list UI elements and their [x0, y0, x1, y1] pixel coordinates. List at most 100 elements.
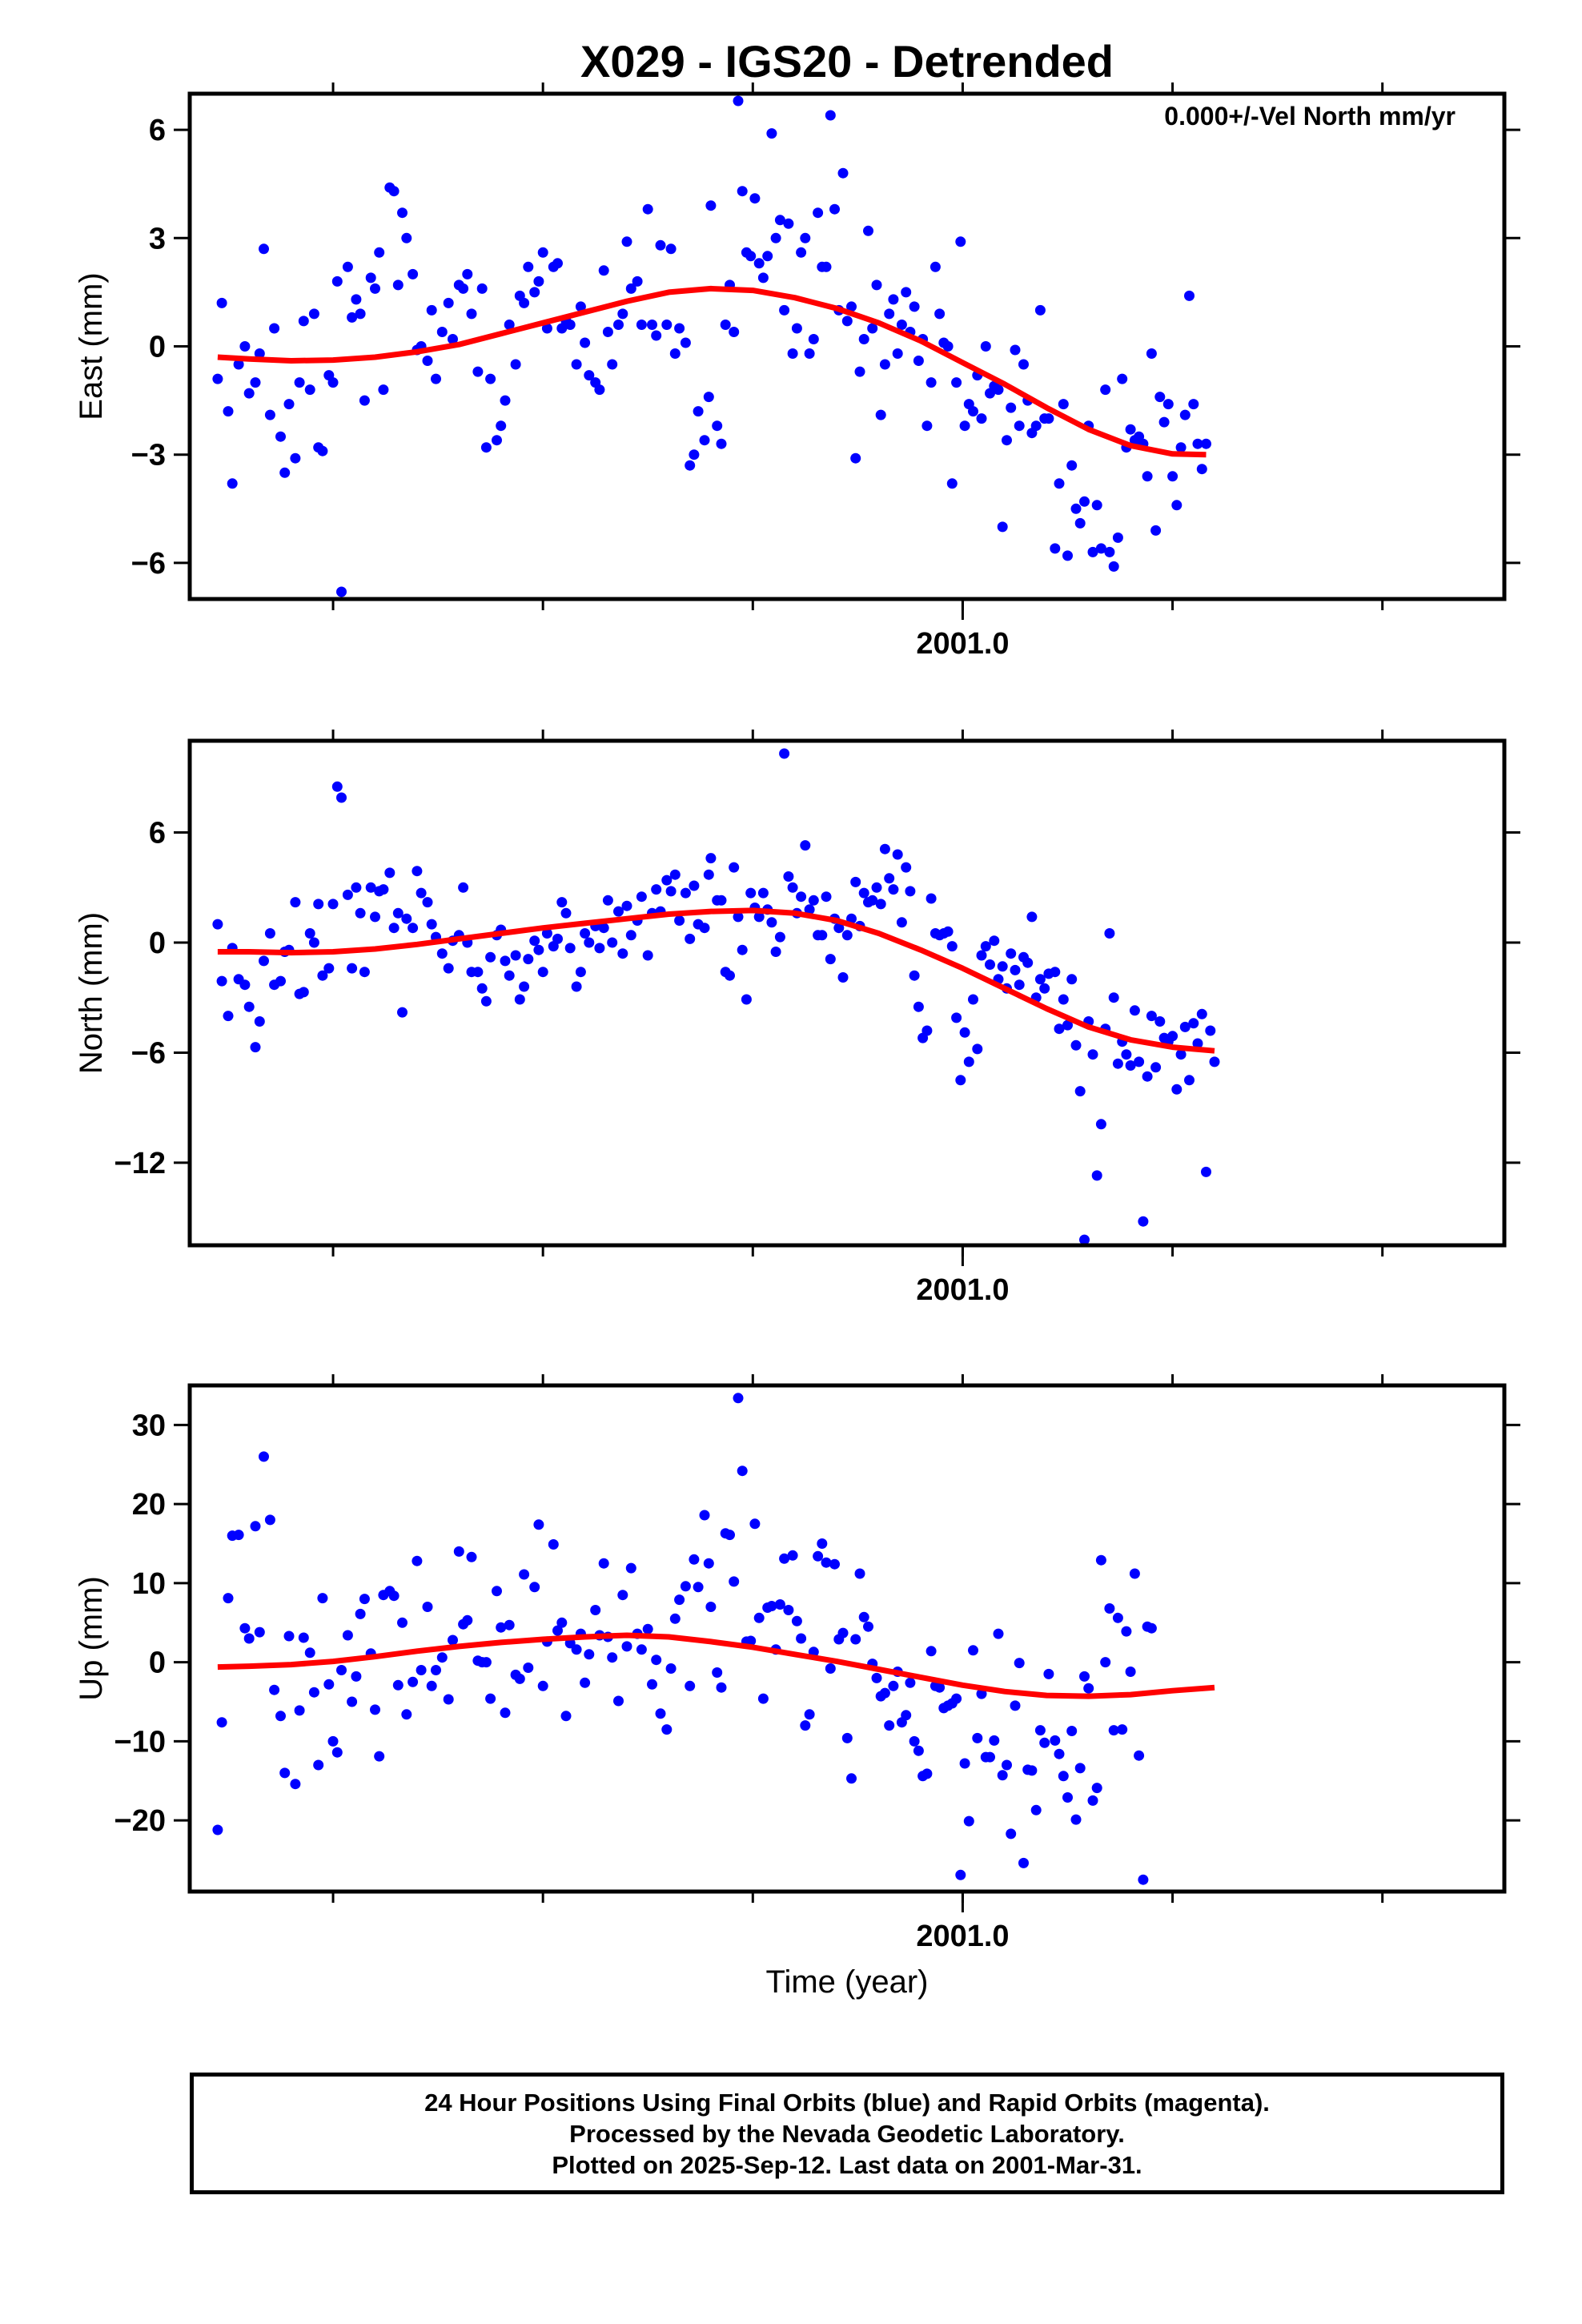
north-point — [412, 866, 423, 877]
north-point — [946, 941, 958, 952]
east-point — [800, 232, 811, 243]
east-point — [458, 283, 469, 294]
north-point — [355, 907, 366, 919]
up-point — [1054, 1748, 1065, 1759]
up-point — [397, 1617, 408, 1628]
east-point — [841, 316, 853, 327]
east-point — [308, 308, 319, 320]
north-point — [1108, 992, 1119, 1003]
north-point — [1138, 1216, 1149, 1227]
east-point — [642, 203, 653, 215]
north-point — [365, 882, 376, 893]
north-point — [804, 904, 815, 915]
east-point — [1179, 409, 1191, 420]
north-point — [901, 862, 912, 873]
east-point — [1154, 392, 1166, 403]
up-point — [685, 1680, 696, 1691]
up-point — [1034, 1725, 1046, 1736]
north-point — [584, 937, 595, 948]
up-point — [963, 1815, 974, 1827]
up-point — [968, 1645, 978, 1656]
east-ytick-label: 6 — [149, 114, 166, 147]
up-point — [737, 1466, 748, 1477]
east-point — [716, 438, 727, 449]
east-point — [636, 320, 647, 330]
east-point — [250, 377, 261, 388]
north-point — [766, 917, 777, 928]
north-point — [896, 917, 907, 928]
east-point — [745, 251, 757, 262]
north-point — [384, 867, 396, 879]
north-point — [436, 948, 448, 959]
east-point — [613, 320, 624, 330]
north-point — [942, 926, 954, 937]
north-point — [472, 967, 484, 978]
east-point — [365, 272, 376, 283]
up-point — [584, 1649, 595, 1660]
up-point — [313, 1759, 324, 1771]
north-point — [426, 919, 437, 930]
east-point — [496, 420, 507, 432]
north-point — [617, 948, 628, 959]
north-point — [239, 979, 251, 991]
north-point — [1074, 1086, 1086, 1097]
north-point — [1112, 1058, 1123, 1069]
up-point — [492, 1586, 502, 1597]
north-point — [1167, 1031, 1178, 1042]
east-point — [443, 297, 454, 308]
east-point — [647, 320, 657, 330]
east-point — [753, 258, 765, 269]
up-point — [239, 1622, 251, 1634]
east-point — [766, 128, 777, 139]
north-point — [422, 897, 433, 908]
east-point — [665, 243, 677, 255]
east-point — [930, 261, 941, 272]
east-point — [388, 186, 400, 197]
north-point — [959, 1027, 970, 1038]
up-point — [370, 1704, 380, 1715]
east-point — [431, 373, 441, 384]
up-point — [951, 1693, 962, 1704]
east-point — [821, 261, 832, 272]
up-ytick-label: 20 — [132, 1488, 166, 1522]
up-point — [665, 1663, 677, 1674]
north-point — [216, 975, 227, 987]
up-point — [813, 1550, 824, 1562]
up-point — [985, 1751, 995, 1763]
up-ytick-label: −20 — [114, 1804, 166, 1838]
east-point — [846, 301, 857, 312]
north-point — [504, 970, 515, 981]
north-point — [223, 1011, 234, 1022]
up-point — [304, 1647, 315, 1659]
east-frame — [187, 91, 1507, 601]
north-point — [825, 954, 836, 965]
up-point — [655, 1708, 666, 1719]
east-point — [779, 304, 790, 316]
north-point — [621, 900, 632, 911]
north-point — [259, 955, 269, 967]
north-point — [541, 928, 552, 939]
north-point — [1006, 948, 1017, 959]
up-model-curve — [217, 1632, 1215, 1699]
north-point — [821, 891, 832, 903]
east-point — [871, 279, 882, 291]
east-point — [993, 384, 1004, 396]
east-point — [884, 308, 895, 320]
east-point — [703, 392, 714, 403]
east-point — [774, 215, 785, 226]
up-point — [355, 1608, 366, 1619]
north-point — [602, 895, 613, 906]
up-point — [674, 1594, 685, 1606]
up-point — [1006, 1828, 1017, 1839]
north-point — [598, 923, 609, 934]
east-point — [1095, 543, 1106, 554]
north-point — [817, 930, 828, 941]
north-point — [1104, 928, 1115, 939]
east-point — [661, 320, 673, 330]
up-point — [323, 1679, 335, 1690]
north-point — [753, 911, 765, 923]
up-point — [216, 1717, 227, 1728]
east-ytick-label: 0 — [149, 331, 166, 364]
north-point — [875, 899, 886, 910]
north-point — [317, 970, 328, 981]
